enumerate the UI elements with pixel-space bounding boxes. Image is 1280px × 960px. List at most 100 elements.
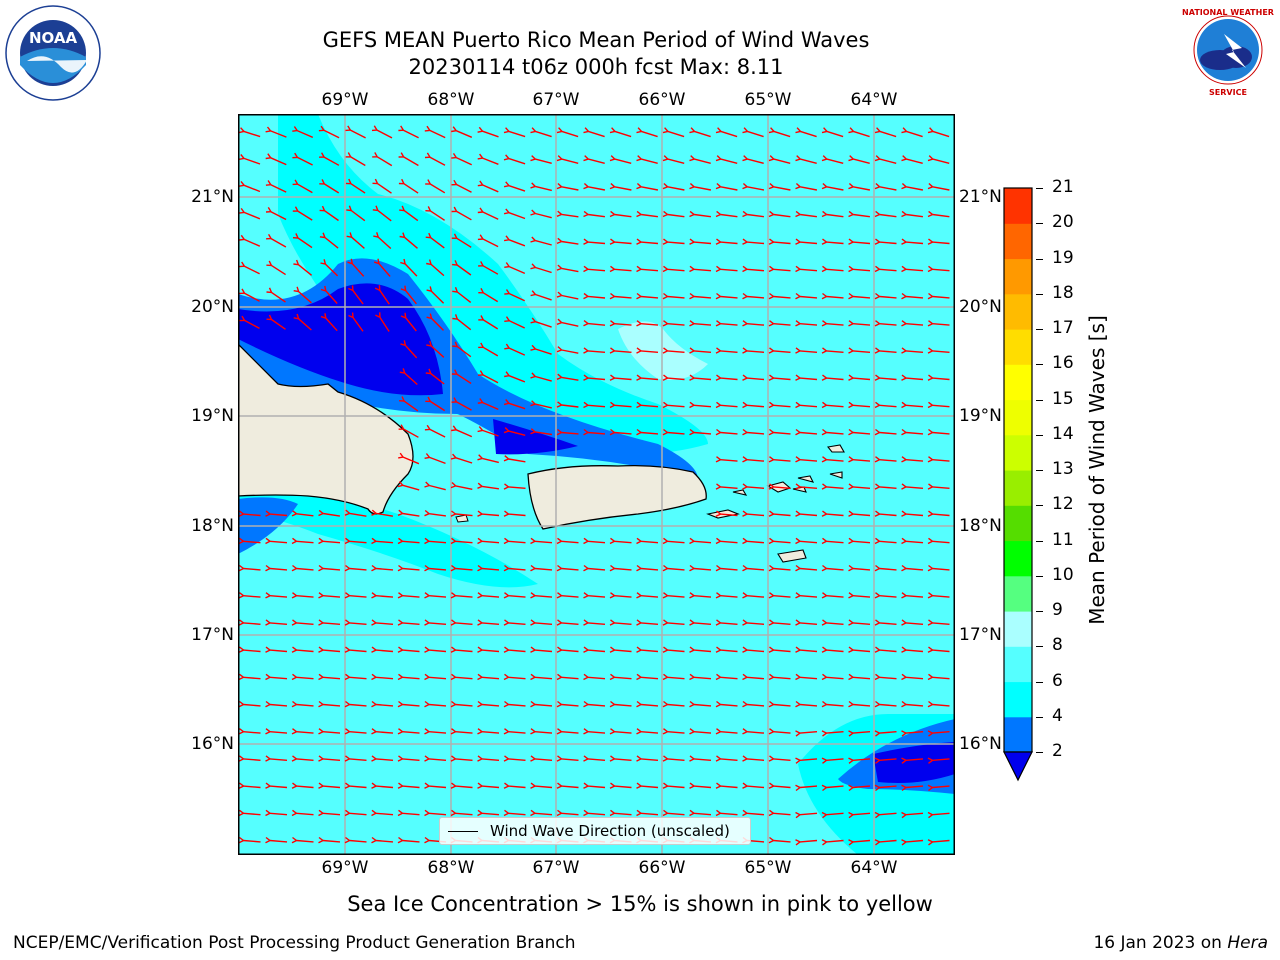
wind-arrow-head bbox=[556, 812, 562, 817]
wind-arrow-head bbox=[636, 567, 642, 572]
wind-arrow bbox=[482, 184, 499, 193]
wind-arrow-head bbox=[636, 265, 642, 270]
wind-arrow-head bbox=[662, 130, 669, 134]
wind-arrow-head bbox=[451, 782, 456, 787]
wind-arrow-head bbox=[371, 809, 377, 814]
wind-arrow bbox=[905, 676, 924, 680]
wind-arrow-head bbox=[557, 673, 562, 678]
wind-arrow-head bbox=[530, 185, 536, 189]
wind-arrow-head bbox=[425, 236, 431, 239]
wind-arrow-head bbox=[795, 759, 801, 764]
lon-label-bottom-2: 68°W bbox=[427, 858, 475, 878]
wind-arrow bbox=[561, 321, 579, 327]
wind-arrow-head bbox=[478, 426, 484, 431]
wind-arrow bbox=[800, 213, 817, 218]
wind-arrow-head bbox=[424, 809, 430, 814]
chart-title: GEFS MEAN Puerto Rico Mean Period of Win… bbox=[322, 28, 870, 52]
wind-arrow-head bbox=[848, 268, 854, 273]
wind-arrow-head bbox=[610, 673, 615, 678]
wind-arrow-head bbox=[768, 812, 774, 817]
wind-arrow-head bbox=[822, 428, 827, 434]
wind-arrow bbox=[667, 622, 685, 625]
colorbar-segment-10 bbox=[1004, 399, 1032, 436]
wind-arrow-head bbox=[848, 676, 854, 681]
wind-arrow-head bbox=[530, 595, 536, 599]
wind-arrow-head bbox=[821, 404, 827, 409]
wind-arrow-head bbox=[742, 158, 748, 162]
colorbar-tick-mark bbox=[1036, 540, 1043, 542]
wind-arrow bbox=[879, 649, 897, 653]
wind-arrow bbox=[932, 323, 950, 326]
wind-arrow bbox=[826, 676, 844, 680]
wind-arrow-head bbox=[795, 210, 801, 216]
wind-arrow-head bbox=[477, 513, 483, 517]
wind-arrow bbox=[693, 241, 712, 245]
wind-arrow-head bbox=[530, 619, 536, 624]
wind-arrow bbox=[403, 428, 419, 438]
wind-arrow-head bbox=[848, 732, 854, 737]
wind-arrow bbox=[747, 213, 764, 218]
wind-arrow bbox=[322, 540, 341, 544]
wind-arrow bbox=[932, 295, 950, 299]
colorbar-tick-mark bbox=[1036, 329, 1043, 330]
wind-arrow-head bbox=[636, 238, 642, 243]
wind-arrow-head bbox=[504, 320, 510, 322]
wind-arrow-head bbox=[928, 320, 933, 325]
wind-arrow bbox=[826, 404, 844, 408]
wind-arrow-head bbox=[345, 782, 350, 787]
wind-arrow bbox=[375, 512, 394, 517]
wind-arrow-head bbox=[505, 371, 510, 377]
wind-arrow-head bbox=[530, 375, 536, 379]
wind-arrow bbox=[693, 622, 712, 625]
wind-arrow-head bbox=[609, 595, 615, 599]
wind-arrow-head bbox=[927, 839, 933, 843]
wind-arrow-head bbox=[848, 459, 854, 463]
wind-arrow-head bbox=[505, 154, 510, 160]
wind-arrow bbox=[640, 622, 659, 625]
wind-arrow-head bbox=[901, 158, 907, 162]
wind-arrow bbox=[587, 322, 606, 326]
wind-arrow bbox=[271, 318, 286, 330]
wind-arrow-head bbox=[294, 152, 298, 158]
wind-arrow-head bbox=[398, 728, 403, 733]
lon-label-bottom-6: 64°W bbox=[850, 858, 898, 878]
wind-arrow-head bbox=[689, 213, 695, 218]
wind-arrow bbox=[402, 785, 420, 789]
wind-arrow-head bbox=[769, 155, 775, 160]
wind-arrow bbox=[826, 377, 844, 381]
wind-arrow-head bbox=[400, 288, 406, 292]
wind-arrow bbox=[932, 540, 950, 544]
wind-arrow-head bbox=[848, 811, 854, 816]
wind-arrow bbox=[667, 158, 685, 164]
wind-arrow-head bbox=[795, 784, 801, 789]
wind-arrow-head bbox=[901, 730, 907, 734]
wind-arrow bbox=[879, 158, 897, 164]
wind-arrow bbox=[482, 238, 499, 248]
colorbar-tick-label: 19 bbox=[1052, 247, 1074, 268]
wind-arrow-head bbox=[452, 153, 457, 158]
wind-arrow bbox=[404, 263, 418, 277]
wind-arrow-head bbox=[583, 130, 589, 134]
wind-arrow-head bbox=[344, 622, 350, 626]
wind-arrow bbox=[405, 290, 417, 305]
wind-arrow-head bbox=[636, 186, 642, 190]
wind-arrow-head bbox=[557, 782, 562, 787]
wind-arrow-head bbox=[371, 782, 377, 787]
wind-arrow-head bbox=[401, 178, 405, 185]
wind-arrow-head bbox=[531, 400, 536, 405]
wind-arrow-head bbox=[371, 567, 377, 572]
wind-arrow bbox=[826, 731, 844, 734]
colorbar-tick-mark bbox=[1036, 293, 1043, 295]
wind-arrow-head bbox=[821, 268, 827, 273]
wind-arrow-head bbox=[239, 836, 244, 842]
wind-arrow-head bbox=[402, 232, 406, 238]
wind-arrow bbox=[297, 237, 313, 249]
wind-arrow-head bbox=[928, 619, 933, 624]
wind-arrow bbox=[508, 676, 526, 680]
colorbar-segment-3 bbox=[1004, 646, 1032, 683]
wind-arrow-head bbox=[477, 673, 483, 678]
wind-arrow bbox=[932, 622, 950, 625]
wind-arrow bbox=[508, 595, 526, 598]
wind-arrow-head bbox=[662, 676, 668, 681]
wind-arrow bbox=[269, 839, 288, 843]
